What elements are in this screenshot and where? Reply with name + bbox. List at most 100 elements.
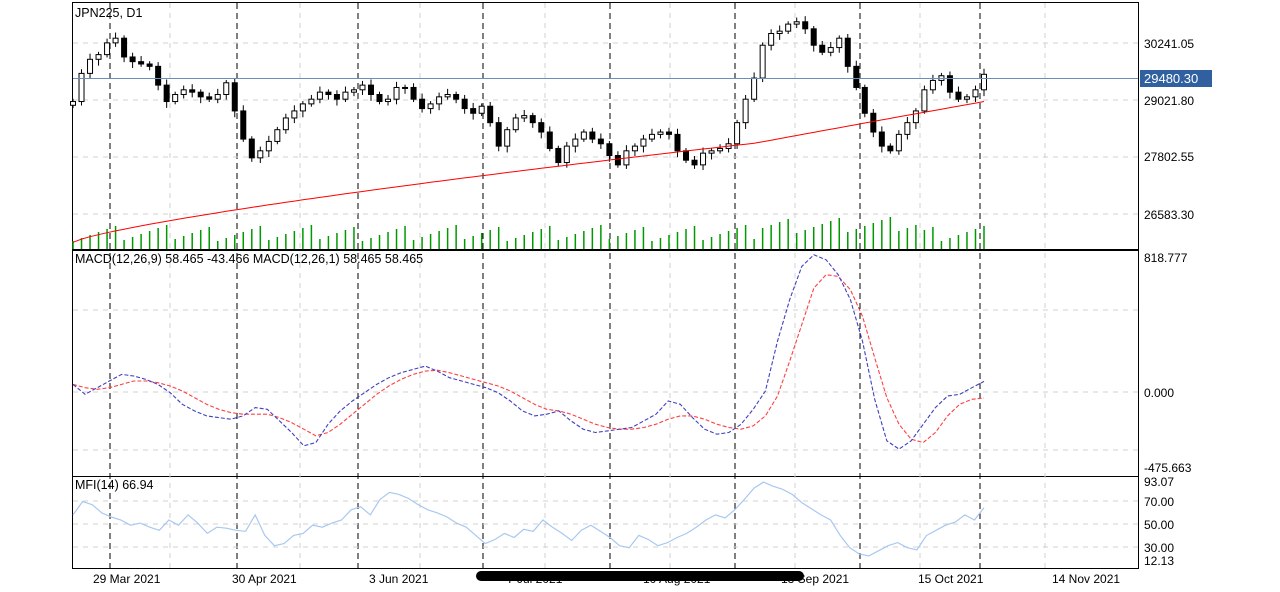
price-tick-4: 26583.30 — [1144, 208, 1194, 222]
candle-body — [95, 54, 102, 60]
x-label-7: 15 Oct 2021 — [918, 572, 984, 586]
candle-body — [861, 86, 868, 114]
candle-body — [895, 133, 902, 152]
candle-body — [376, 94, 383, 103]
candle-body — [385, 98, 392, 103]
candle-body — [206, 96, 213, 100]
candle-body — [759, 44, 766, 79]
candle-body — [342, 91, 349, 100]
candle-body — [631, 145, 638, 152]
candle-body — [359, 84, 366, 91]
current-price-label: 29480.30 — [1144, 71, 1198, 86]
candle-body — [717, 147, 724, 152]
candle-body — [487, 105, 494, 124]
candle-body — [367, 84, 374, 96]
candle-body — [853, 65, 860, 88]
candle-body — [189, 89, 196, 93]
macd-tick-2: 0.000 — [1144, 386, 1174, 400]
candle-body — [436, 96, 443, 105]
candle-body — [827, 47, 834, 53]
x-label-3: 3 Jun 2021 — [369, 572, 429, 586]
candle-body — [316, 91, 323, 100]
ma-path — [72, 101, 985, 243]
mfi-tick-5: 12.13 — [1144, 554, 1174, 568]
current-price-badge — [1140, 70, 1212, 87]
candle-body — [546, 131, 553, 149]
macd-fast-line — [72, 254, 985, 450]
macd-signal-line — [72, 274, 985, 444]
price-tick-3: 27802.55 — [1144, 150, 1194, 164]
candle-body — [129, 56, 136, 63]
candle-body — [274, 129, 281, 142]
candle-body — [538, 122, 545, 133]
candle-body — [555, 147, 562, 164]
candle-body — [257, 150, 264, 159]
candle-body — [963, 96, 970, 100]
candle-body — [410, 86, 417, 100]
candle-body — [70, 101, 76, 106]
volume-bars — [72, 217, 985, 249]
candle-body — [495, 122, 502, 147]
moving-average-line — [72, 101, 985, 243]
candle-body — [172, 94, 179, 103]
price-tick-1: 30241.05 — [1144, 37, 1194, 51]
candle-body — [606, 143, 613, 156]
mfi-tick-1: 93.07 — [1144, 475, 1174, 489]
candle-body — [282, 117, 289, 131]
candle-body — [461, 98, 468, 110]
candle-body — [972, 89, 979, 98]
candle-body — [674, 133, 681, 152]
candle-body — [163, 84, 170, 103]
candle-body — [665, 131, 672, 135]
candle-body — [521, 115, 528, 119]
candle-body — [299, 103, 306, 112]
candle-body — [929, 79, 936, 91]
candle-body — [419, 98, 426, 110]
candle-body — [240, 110, 247, 140]
candle-body — [785, 23, 792, 32]
candle-body — [810, 28, 817, 46]
candle-body — [350, 89, 357, 93]
candle-body — [504, 129, 511, 147]
candle-body — [453, 94, 460, 100]
candle-body — [572, 138, 579, 147]
macd-panel-frame — [72, 250, 1139, 477]
candle-body — [265, 140, 272, 152]
candle-body — [197, 91, 204, 98]
candle-body — [444, 94, 451, 98]
mfi-tick-4: 30.00 — [1144, 541, 1174, 555]
macd-tick-1: 818.777 — [1144, 251, 1188, 265]
candle-body — [887, 145, 894, 152]
candle-body — [921, 89, 928, 112]
mfi-panel-frame — [72, 476, 1139, 569]
price-panel-frame — [72, 2, 1139, 250]
candle-body — [904, 122, 911, 135]
candle-body — [291, 110, 298, 119]
candle-body — [231, 82, 238, 112]
candle-body — [180, 89, 187, 96]
candle-body — [648, 133, 655, 140]
candle-body — [589, 131, 596, 140]
scroll-handle[interactable] — [476, 571, 804, 581]
grid-lines — [73, 3, 1138, 568]
candle-body — [683, 150, 690, 161]
price-tick-2: 29021.80 — [1144, 94, 1194, 108]
x-label-8: 14 Nov 2021 — [1052, 572, 1120, 586]
candle-body — [640, 138, 647, 147]
candle-body — [470, 108, 477, 114]
candlesticks — [70, 16, 987, 171]
candle-body — [878, 131, 885, 147]
candle-body — [78, 72, 85, 103]
candle-body — [402, 86, 409, 89]
mfi-tick-3: 50.00 — [1144, 518, 1174, 532]
x-label-1: 29 Mar 2021 — [93, 572, 161, 586]
candle-body — [427, 103, 434, 110]
candle-body — [325, 91, 332, 96]
macd-lines — [72, 254, 985, 450]
candle-body — [768, 33, 775, 46]
candle-body — [700, 152, 707, 166]
candle-body — [793, 21, 800, 25]
candle-body — [981, 73, 987, 91]
symbol-label: JPN225, D1 — [75, 6, 142, 20]
